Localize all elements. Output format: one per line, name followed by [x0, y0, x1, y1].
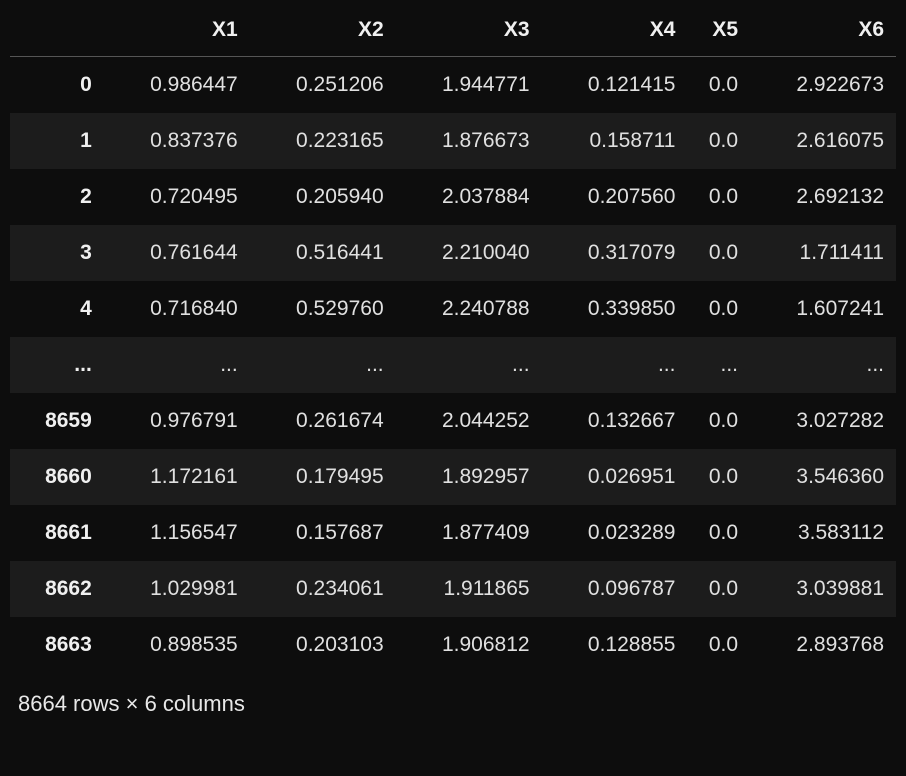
cell: 0.0 [687, 57, 750, 114]
cell: 0.234061 [250, 561, 396, 617]
column-header: X1 [104, 8, 250, 57]
cell: 2.240788 [396, 281, 542, 337]
cell: 0.0 [687, 505, 750, 561]
table-summary: 8664 rows × 6 columns [10, 691, 896, 717]
table-row: 10.8373760.2231651.8766730.1587110.02.61… [10, 113, 896, 169]
cell: 0.157687 [250, 505, 396, 561]
cell: 2.692132 [750, 169, 896, 225]
cell: 0.207560 [542, 169, 688, 225]
cell: 0.096787 [542, 561, 688, 617]
cell: 1.944771 [396, 57, 542, 114]
cell: 0.223165 [250, 113, 396, 169]
table-row: ..................... [10, 337, 896, 393]
cell: 0.516441 [250, 225, 396, 281]
table-row: 86601.1721610.1794951.8929570.0269510.03… [10, 449, 896, 505]
cell: 0.026951 [542, 449, 688, 505]
column-header: X3 [396, 8, 542, 57]
table-row: 20.7204950.2059402.0378840.2075600.02.69… [10, 169, 896, 225]
cell: 0.837376 [104, 113, 250, 169]
cell: 0.158711 [542, 113, 688, 169]
cell: 1.156547 [104, 505, 250, 561]
row-index: 2 [10, 169, 104, 225]
cell: 0.261674 [250, 393, 396, 449]
row-index: 0 [10, 57, 104, 114]
cell: 2.044252 [396, 393, 542, 449]
table-body: 00.9864470.2512061.9447710.1214150.02.92… [10, 57, 896, 674]
table-row: 40.7168400.5297602.2407880.3398500.01.60… [10, 281, 896, 337]
cell: 2.893768 [750, 617, 896, 673]
column-header: X6 [750, 8, 896, 57]
cell: 1.607241 [750, 281, 896, 337]
cell: 0.128855 [542, 617, 688, 673]
cell: 1.172161 [104, 449, 250, 505]
cell: 0.716840 [104, 281, 250, 337]
cell: 0.023289 [542, 505, 688, 561]
cell: 0.0 [687, 393, 750, 449]
row-index: ... [10, 337, 104, 393]
cell: 0.761644 [104, 225, 250, 281]
cell: 3.583112 [750, 505, 896, 561]
cell: 0.0 [687, 169, 750, 225]
cell: 0.179495 [250, 449, 396, 505]
cell: 1.911865 [396, 561, 542, 617]
row-index: 8661 [10, 505, 104, 561]
cell: 0.529760 [250, 281, 396, 337]
cell: 2.037884 [396, 169, 542, 225]
row-index: 1 [10, 113, 104, 169]
table-row: 86630.8985350.2031031.9068120.1288550.02… [10, 617, 896, 673]
cell: 0.0 [687, 281, 750, 337]
cell: ... [542, 337, 688, 393]
cell: 0.986447 [104, 57, 250, 114]
cell: 0.976791 [104, 393, 250, 449]
table-row: 86590.9767910.2616742.0442520.1326670.03… [10, 393, 896, 449]
column-header: X4 [542, 8, 688, 57]
cell: 2.616075 [750, 113, 896, 169]
cell: 0.0 [687, 561, 750, 617]
cell: 0.0 [687, 225, 750, 281]
cell: 2.922673 [750, 57, 896, 114]
cell: ... [750, 337, 896, 393]
cell: 1.876673 [396, 113, 542, 169]
row-index: 8660 [10, 449, 104, 505]
cell: 1.906812 [396, 617, 542, 673]
column-header: X5 [687, 8, 750, 57]
cell: 0.132667 [542, 393, 688, 449]
cell: 1.029981 [104, 561, 250, 617]
row-index: 4 [10, 281, 104, 337]
index-column-header [10, 8, 104, 57]
row-index: 3 [10, 225, 104, 281]
cell: 2.210040 [396, 225, 542, 281]
cell: ... [396, 337, 542, 393]
cell: 1.877409 [396, 505, 542, 561]
cell: 0.0 [687, 113, 750, 169]
cell: 0.205940 [250, 169, 396, 225]
column-header: X2 [250, 8, 396, 57]
cell: ... [104, 337, 250, 393]
cell: 0.251206 [250, 57, 396, 114]
row-index: 8659 [10, 393, 104, 449]
cell: 0.898535 [104, 617, 250, 673]
row-index: 8662 [10, 561, 104, 617]
cell: 0.121415 [542, 57, 688, 114]
row-index: 8663 [10, 617, 104, 673]
table-row: 86621.0299810.2340611.9118650.0967870.03… [10, 561, 896, 617]
cell: 1.892957 [396, 449, 542, 505]
cell: 0.203103 [250, 617, 396, 673]
table-header: X1 X2 X3 X4 X5 X6 [10, 8, 896, 57]
cell: 0.317079 [542, 225, 688, 281]
table-row: 00.9864470.2512061.9447710.1214150.02.92… [10, 57, 896, 114]
cell: 0.0 [687, 449, 750, 505]
cell: 0.339850 [542, 281, 688, 337]
cell: 3.027282 [750, 393, 896, 449]
cell: 1.711411 [750, 225, 896, 281]
dataframe-table: X1 X2 X3 X4 X5 X6 00.9864470.2512061.944… [10, 8, 896, 673]
cell: 0.0 [687, 617, 750, 673]
cell: 3.039881 [750, 561, 896, 617]
table-row: 30.7616440.5164412.2100400.3170790.01.71… [10, 225, 896, 281]
cell: ... [687, 337, 750, 393]
cell: 0.720495 [104, 169, 250, 225]
cell: 3.546360 [750, 449, 896, 505]
cell: ... [250, 337, 396, 393]
table-row: 86611.1565470.1576871.8774090.0232890.03… [10, 505, 896, 561]
